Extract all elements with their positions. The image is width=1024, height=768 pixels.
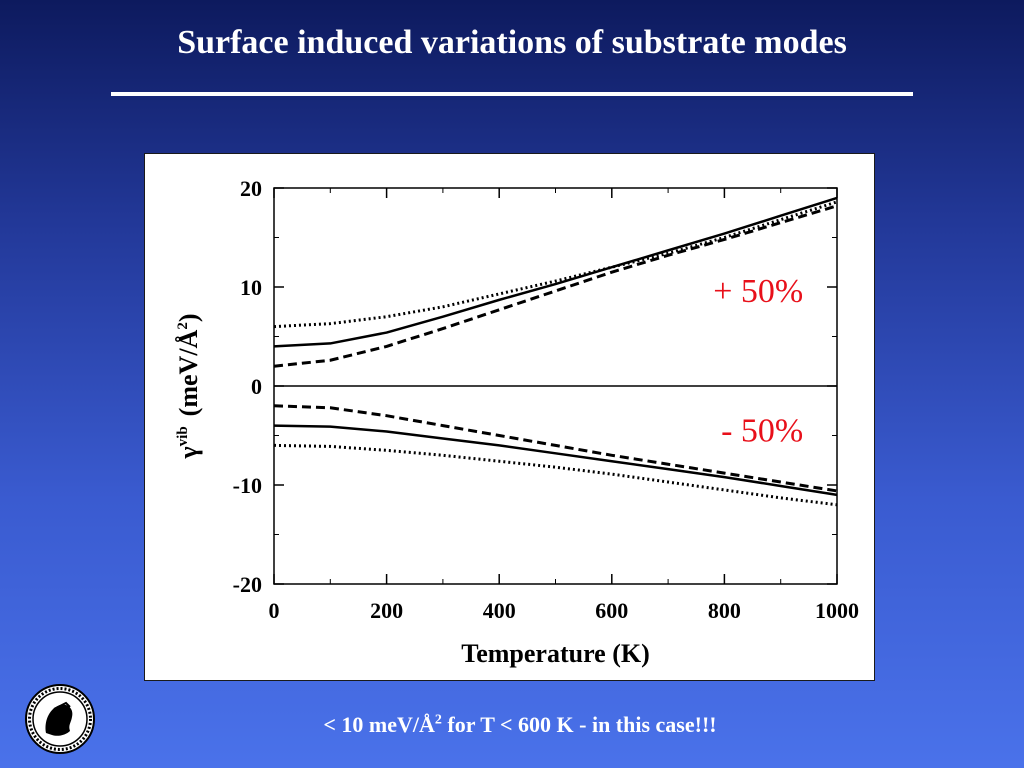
footnote-rest: for T < 600 K - in this case!!! [441, 712, 717, 737]
y-tick-label: 20 [240, 176, 262, 201]
institute-logo [25, 684, 95, 754]
series-line-dotted [273, 443, 838, 507]
series-line-dotted [273, 200, 838, 329]
x-tick-label: 0 [269, 598, 280, 623]
y-axis-unit: (meV/Å [174, 329, 203, 416]
footnote-main: < 10 meV/Å [323, 712, 435, 737]
ticks-group: 0 200 400 600 800 1000 20 10 0 -10 -20 [233, 176, 859, 623]
x-tick-label: 400 [483, 598, 516, 623]
annotation-label: + 50% [713, 273, 803, 310]
y-axis-label: γvib (meV/Å2) [174, 314, 203, 460]
chart-svg: 0 200 400 600 800 1000 20 10 0 -10 -20 Temperature… [174, 176, 859, 668]
series-line-dashed [273, 404, 838, 493]
title-underline [111, 92, 913, 96]
annotation-label: - 50% [721, 412, 803, 449]
annotations-group: + 50% - 50% [713, 273, 803, 450]
y-axis-unit-sup: 2 [175, 322, 191, 330]
slide-title: Surface induced variations of substrate … [177, 24, 847, 61]
y-tick-label: 10 [240, 275, 262, 300]
footnote-sup: 2 [434, 712, 442, 728]
y-tick-label: -20 [233, 572, 262, 597]
series-group [273, 196, 838, 507]
x-tick-label: 600 [595, 598, 628, 623]
chart-panel: 0 200 400 600 800 1000 20 10 0 -10 -20 Temperature… [144, 153, 875, 681]
series-line-solid [273, 424, 838, 497]
footnote: < 10 meV/Å2 for T < 600 K - in this case… [0, 712, 1024, 738]
x-axis-label: Temperature (K) [461, 639, 649, 668]
x-tick-label: 200 [370, 598, 403, 623]
y-tick-label: -10 [233, 473, 262, 498]
y-tick-label: 0 [251, 374, 262, 399]
x-tick-label: 1000 [815, 598, 859, 623]
y-axis-unit-close: ) [174, 314, 203, 323]
x-tick-label: 800 [708, 598, 741, 623]
series-line-solid [273, 196, 838, 348]
y-axis-symbol-sup: vib [175, 426, 191, 446]
y-axis-symbol: γ [174, 446, 203, 459]
